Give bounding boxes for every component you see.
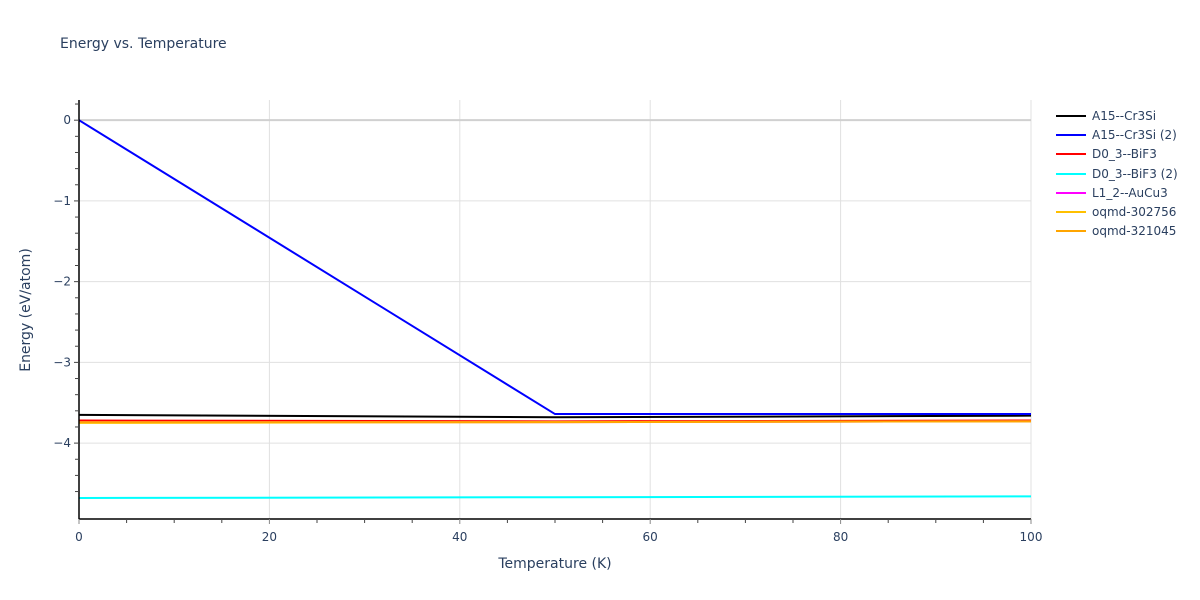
y-tick-label: 0 [63,113,71,127]
y-tick-label: −1 [53,194,71,208]
y-axis-title: Energy (eV/atom) [18,248,34,372]
y-tick-label: −4 [53,436,71,450]
chart-title: Energy vs. Temperature [60,36,227,52]
legend-swatch [1056,133,1086,136]
x-tick-label: 80 [833,530,848,544]
legend-item[interactable]: A15--Cr3Si [1056,106,1178,125]
legend-swatch [1056,211,1086,214]
series-line [79,420,1032,424]
legend-swatch [1056,230,1086,233]
legend-item[interactable]: D0_3--BiF3 [1056,145,1178,164]
x-axis-title: Temperature (K) [497,556,611,572]
series-line [78,495,1032,500]
legend-label: oqmd-302756 [1092,205,1177,220]
legend-swatch [1056,191,1086,194]
series-lines [78,119,1032,500]
legend-label: oqmd-321045 [1092,224,1177,239]
x-tick-label: 20 [262,530,277,544]
x-tick-label: 0 [75,530,83,544]
legend-label: D0_3--BiF3 (2) [1092,166,1178,181]
y-tick-label: −2 [53,275,71,289]
legend-item[interactable]: oqmd-321045 [1056,222,1178,241]
legend-item[interactable]: A15--Cr3Si (2) [1056,125,1178,144]
legend-swatch [1056,114,1086,117]
x-tick-label: 100 [1020,530,1043,544]
legend-label: A15--Cr3Si [1092,108,1157,123]
series-line [78,119,1031,416]
legend-item[interactable]: D0_3--BiF3 (2) [1056,164,1178,183]
legend-label: D0_3--BiF3 [1092,147,1157,162]
legend-item[interactable]: oqmd-302756 [1056,202,1178,221]
x-tick-label: 60 [643,530,658,544]
y-tick-label: −3 [53,355,71,369]
axes: 0 20 40 60 80 100 0 −1 −2 −3 −4 [53,100,1042,544]
legend-swatch [1056,153,1086,156]
legend-label: A15--Cr3Si (2) [1092,127,1177,142]
legend-item[interactable]: L1_2--AuCu3 [1056,183,1178,202]
legend-label: L1_2--AuCu3 [1092,185,1168,200]
grid-lines [79,100,1032,519]
x-tick-label: 40 [452,530,467,544]
legend-swatch [1056,172,1086,175]
legend: A15--Cr3Si A15--Cr3Si (2) D0_3--BiF3 D0_3--… [1056,106,1178,241]
series-line [78,413,1032,419]
